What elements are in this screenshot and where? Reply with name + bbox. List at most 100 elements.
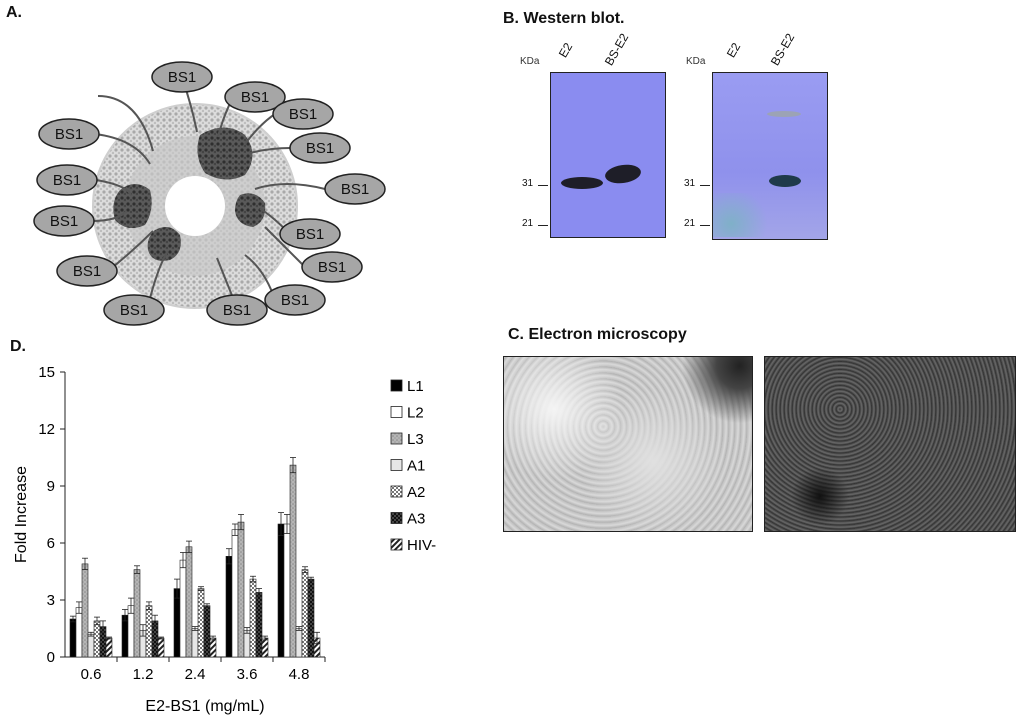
protein-band [561,177,603,189]
smear [713,193,773,237]
bar [105,637,113,658]
bs1-label: BS1 [241,89,269,106]
y-tick-label: 6 [47,535,55,552]
y-tick-label: 9 [47,478,55,495]
bs1-label: BS1 [318,259,346,276]
bs1-label: BS1 [289,106,317,123]
em-image-left [503,356,753,532]
dark-subunit [113,184,152,229]
protein-band [769,175,801,187]
bar [191,628,199,658]
bs1-tag [301,251,363,283]
marker-tick [538,225,548,226]
bs1-label: BS1 [296,226,324,243]
bs1-tag [103,294,165,326]
lane-label: BS-E2 [767,30,798,68]
bs1-label: BS1 [73,263,101,280]
bar [295,628,303,658]
bs1-tag [38,118,100,150]
bar [197,588,205,658]
legend-swatch [390,379,403,392]
bar [145,605,153,658]
legend-label: L2 [407,405,424,422]
legend-swatch [390,485,403,498]
marker-21: 21 [684,218,696,229]
marker-tick [700,185,710,186]
y-tick-label: 0 [47,649,55,666]
bar [307,578,315,658]
blot-1: KDa E2 BS-E2 31 21 [518,31,668,250]
x-tick-label: 4.8 [289,666,310,683]
bar [261,637,269,658]
bar [133,569,141,658]
x-axis-label: E2-BS1 (mg/mL) [145,698,264,715]
bs1-tag [289,132,351,164]
bs1-label: BS1 [120,302,148,319]
y-tick-label: 15 [38,364,55,381]
kda-label: KDa [686,56,706,67]
legend-label: L1 [407,378,424,395]
panel-c-label: C. Electron microscopy [508,326,687,343]
bs1-tag [56,255,118,287]
marker-31: 31 [684,178,696,189]
legend-label: A2 [407,484,425,501]
bs1-label: BS1 [55,126,83,143]
bar [255,592,263,658]
bs1-tag [151,61,213,93]
bar [277,523,285,658]
bs1-tag [264,284,326,316]
legend-swatch [390,432,403,445]
nanoparticle-diagram: BS1 BS1 BS1 BS1 BS1 BS1 BS1 BS1 BS1 BS1 BS1 BS1 BS1 B… [33,61,386,326]
particle-cavity [165,176,225,236]
legend-label: HIV- [407,537,436,554]
bar [289,464,297,658]
marker-tick [700,225,710,226]
bs1-tag [279,218,341,250]
bar [81,563,89,658]
marker-31: 31 [522,178,534,189]
blot-2: KDa E2 BS-E2 31 21 [684,31,834,250]
bs1-label: BS1 [223,302,251,319]
x-tick-label: 1.2 [133,666,154,683]
em-image-right [764,356,1016,532]
legend-label: L3 [407,431,424,448]
blot-membrane [550,72,666,238]
bar [225,556,233,658]
legend-swatch [390,459,403,471]
legend-swatch [390,538,403,551]
bs1-label: BS1 [306,140,334,157]
bar [249,578,257,658]
lane-label: E2 [723,40,744,60]
panel-d-label: D. [10,338,26,355]
bs1-tag [324,173,386,205]
panel-a-label: A. [6,4,22,21]
bs1-label: BS1 [281,292,309,309]
lane-label: E2 [555,40,576,60]
bs1-tag [272,98,334,130]
blot-membrane [712,72,828,240]
bar [87,633,95,658]
lane-label: BS-E2 [601,30,632,68]
bar-chart: 0 3 6 9 12 15 Fold Increase 0.6 1.2 2.4 3.6 4.8 E2-B… [13,364,436,715]
bar [69,618,77,658]
y-tick-label: 12 [38,421,55,438]
bar [301,569,309,658]
bar [179,559,187,658]
bs1-label: BS1 [168,69,196,86]
bar [243,630,251,658]
protein-band [767,111,801,117]
y-axis-label: Fold Increase [13,466,30,563]
x-tick-label: 0.6 [81,666,102,683]
bs1-tag [206,294,268,326]
bs1-label: BS1 [53,172,81,189]
bs1-tag [36,164,98,196]
panel-b-label: B. Western blot. [503,10,625,27]
dark-subunit [147,226,181,261]
bar [93,620,101,658]
marker-21: 21 [522,218,534,229]
legend-swatch [390,512,403,524]
bar [237,521,245,658]
dark-subunit [235,193,266,227]
bar [185,546,193,658]
bar [203,605,211,658]
